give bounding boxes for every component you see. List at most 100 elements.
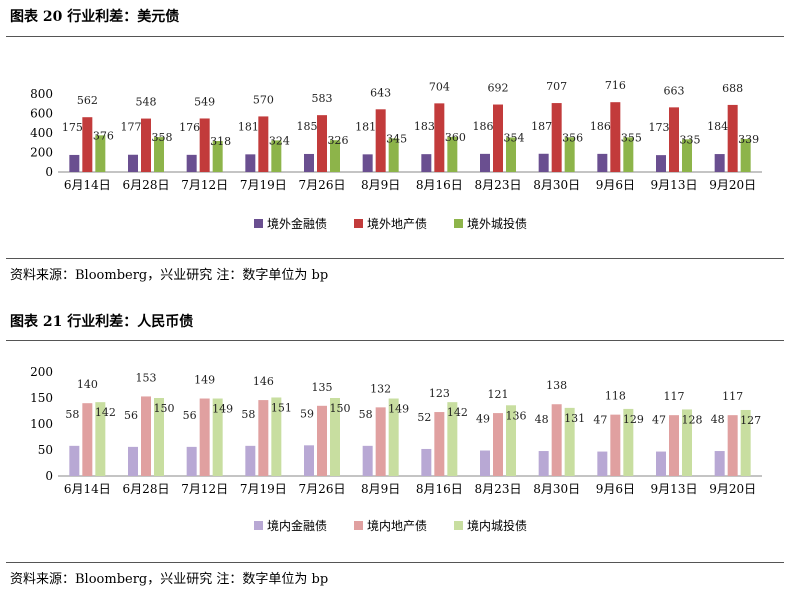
data-label: 47 — [593, 414, 607, 427]
bar-境外金融债 — [186, 154, 197, 172]
bar-境内金融债 — [421, 448, 432, 476]
data-label: 149 — [388, 403, 409, 416]
bar-境外城投债 — [330, 140, 340, 172]
bar-境内地产债 — [199, 398, 210, 476]
bar-境内地产债 — [610, 414, 621, 476]
data-label: 177 — [121, 121, 142, 134]
data-label: 181 — [355, 120, 376, 133]
bar-境外城投债 — [271, 140, 282, 172]
data-label: 326 — [328, 134, 349, 147]
y-tick-label: 200 — [30, 365, 53, 379]
data-label: 663 — [664, 84, 685, 97]
data-label: 707 — [546, 80, 567, 93]
data-label: 149 — [212, 403, 233, 416]
data-label: 175 — [62, 121, 83, 134]
data-label: 354 — [504, 131, 525, 144]
data-label: 356 — [562, 131, 583, 144]
data-label: 135 — [312, 381, 333, 394]
data-label: 185 — [297, 120, 318, 133]
data-label: 376 — [93, 129, 114, 142]
data-label: 58 — [359, 408, 373, 421]
bar-境外地产债 — [610, 102, 621, 172]
data-label: 117 — [722, 390, 743, 403]
data-label: 127 — [740, 414, 761, 427]
data-label: 153 — [136, 371, 157, 384]
bar-境外地产债 — [669, 107, 679, 172]
data-label: 345 — [386, 132, 407, 145]
data-label: 704 — [429, 80, 450, 93]
data-label: 643 — [370, 86, 391, 99]
y-tick-label: 200 — [30, 146, 53, 160]
data-label: 56 — [124, 409, 138, 422]
x-tick-label: 6月14日 — [64, 482, 111, 496]
source-note: 资料来源：Bloomberg，兴业研究 注：数字单位为 bp — [10, 268, 329, 283]
x-tick-label: 8月23日 — [475, 482, 522, 496]
data-label: 129 — [623, 413, 644, 426]
bar-境外地产债 — [199, 118, 210, 172]
bar-境内金融债 — [245, 445, 256, 476]
x-tick-label: 8月16日 — [416, 482, 463, 496]
bar-境外金融债 — [714, 154, 725, 172]
data-label: 131 — [564, 412, 585, 425]
x-tick-label: 7月19日 — [240, 482, 287, 496]
bar-境内城投债 — [506, 405, 516, 476]
bar-境外金融债 — [362, 154, 373, 172]
legend-label: 境外金融债 — [267, 216, 327, 231]
bar-境内地产债 — [375, 407, 386, 476]
x-tick-label: 6月14日 — [64, 178, 111, 192]
bar-境内城投债 — [623, 408, 634, 476]
bar-境外地产债 — [493, 104, 503, 172]
figure-title-usd: 图表 20 行业利差：美元债 — [10, 9, 180, 25]
bar-境外地产债 — [258, 116, 269, 172]
data-label: 151 — [271, 401, 292, 414]
data-label: 324 — [269, 134, 290, 147]
bar-境内地产债 — [82, 403, 93, 476]
data-label: 549 — [194, 95, 215, 108]
bar-境内地产债 — [493, 413, 503, 476]
bar-境内地产债 — [551, 404, 562, 476]
data-label: 121 — [488, 388, 509, 401]
bar-境外城投债 — [388, 138, 399, 172]
data-label: 318 — [210, 135, 231, 148]
legend-swatch — [354, 521, 363, 530]
data-label: 183 — [414, 120, 435, 133]
x-tick-label: 7月12日 — [181, 178, 228, 192]
bar-境外金融债 — [245, 154, 256, 172]
bar-境内地产债 — [669, 415, 679, 476]
bar-境外地产债 — [141, 118, 151, 172]
data-label: 117 — [664, 390, 685, 403]
bar-境内地产债 — [434, 412, 445, 476]
bar-境外城投债 — [447, 136, 458, 172]
data-label: 186 — [473, 120, 494, 133]
bar-境外城投债 — [212, 140, 223, 172]
data-label: 47 — [652, 414, 666, 427]
y-tick-label: 800 — [30, 87, 53, 101]
bar-境外金融债 — [304, 153, 314, 172]
legend-swatch — [254, 219, 263, 228]
bar-境外城投债 — [506, 137, 516, 172]
y-tick-label: 0 — [45, 469, 53, 483]
x-tick-label: 8月30日 — [533, 482, 580, 496]
data-label: 48 — [535, 413, 549, 426]
bar-境内金融债 — [304, 445, 314, 476]
bar-境外城投债 — [682, 139, 692, 172]
bar-境内城投债 — [682, 409, 692, 476]
legend-swatch — [254, 521, 263, 530]
x-tick-label: 9月13日 — [651, 482, 698, 496]
bar-境内城投债 — [154, 398, 164, 476]
data-label: 355 — [621, 131, 642, 144]
data-label: 186 — [590, 120, 611, 133]
data-label: 184 — [707, 120, 728, 133]
title-divider — [6, 36, 784, 37]
data-label: 360 — [445, 131, 466, 144]
bar-境外地产债 — [434, 103, 445, 172]
y-tick-label: 100 — [30, 417, 53, 431]
bar-境内金融债 — [656, 451, 666, 476]
data-label: 173 — [649, 121, 670, 134]
bar-境外金融债 — [69, 154, 80, 172]
bar-境内地产债 — [258, 400, 269, 476]
data-label: 583 — [312, 92, 333, 105]
x-tick-label: 9月20日 — [709, 482, 756, 496]
legend-label: 境内地产债 — [367, 518, 427, 533]
data-label: 149 — [194, 374, 215, 387]
